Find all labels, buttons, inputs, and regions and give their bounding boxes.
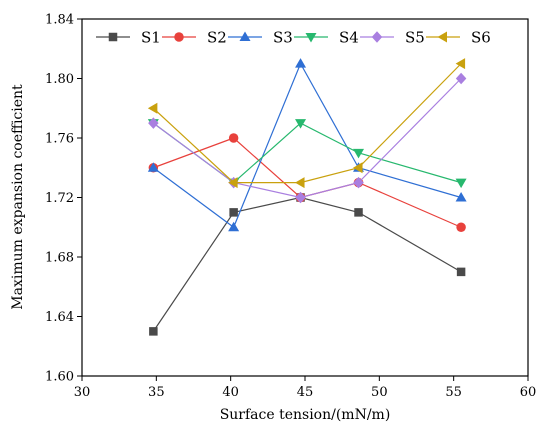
data-point-s3 xyxy=(295,58,307,68)
series-s3 xyxy=(147,58,467,232)
series-line-s1 xyxy=(152,196,462,332)
y-tick-label: 1.64 xyxy=(45,310,74,325)
data-point-s5 xyxy=(353,176,364,189)
data-point-s1 xyxy=(456,267,466,277)
series-s4 xyxy=(147,119,467,189)
series-line-s6 xyxy=(152,63,462,184)
legend-item-s4: S4 xyxy=(294,29,359,47)
data-point-s3 xyxy=(147,162,159,172)
data-point-s6 xyxy=(455,58,466,70)
x-tick-label: 50 xyxy=(371,385,388,400)
series-line-s5 xyxy=(153,78,462,199)
x-tick-label: 60 xyxy=(520,385,537,400)
legend-label: S6 xyxy=(471,29,491,47)
data-point-s4 xyxy=(455,178,467,189)
series-s1 xyxy=(149,193,466,336)
y-tick-label: 1.60 xyxy=(45,370,74,385)
y-tick-label: 1.68 xyxy=(45,251,74,266)
y-tick-label: 1.76 xyxy=(45,132,74,147)
x-tick-label: 30 xyxy=(74,385,91,400)
y-tick-label: 1.80 xyxy=(45,72,74,87)
legend-label: S4 xyxy=(339,29,359,47)
legend-marker xyxy=(305,33,317,43)
legend-item-s1: S1 xyxy=(96,29,161,47)
data-point-s5 xyxy=(295,191,306,204)
x-axis-title: Surface tension/(mN/m) xyxy=(220,407,391,423)
data-point-s5 xyxy=(455,72,467,85)
y-tick-label: 1.72 xyxy=(45,191,74,206)
legend-marker xyxy=(174,32,184,42)
legend-label: S1 xyxy=(141,29,161,47)
legend-marker xyxy=(108,32,118,42)
legend-marker xyxy=(437,31,447,43)
data-point-s3 xyxy=(228,221,240,232)
x-tick-label: 35 xyxy=(148,385,165,400)
series-s5 xyxy=(148,72,467,204)
x-tick-label: 45 xyxy=(297,385,314,400)
legend-marker xyxy=(371,31,383,43)
legend-label: S5 xyxy=(405,29,425,47)
data-point-s6 xyxy=(295,177,305,189)
y-tick-label: 1.84 xyxy=(45,13,74,28)
x-tick-label: 40 xyxy=(222,385,239,400)
series-line-s4 xyxy=(153,122,462,184)
data-point-s2 xyxy=(228,133,239,143)
series-s6 xyxy=(147,58,466,189)
data-point-s6 xyxy=(353,162,363,174)
legend-label: S2 xyxy=(207,29,227,47)
y-axis-title: Maximum expansion coefficient xyxy=(10,84,26,310)
legend: S1 S2 S3 S4 S5 S6 xyxy=(96,29,491,47)
data-point-s1 xyxy=(229,208,238,217)
series-line-s3 xyxy=(153,62,462,229)
data-point-s2 xyxy=(456,222,466,232)
legend-label: S3 xyxy=(273,29,293,47)
data-point-s6 xyxy=(147,102,158,114)
legend-item-s3: S3 xyxy=(228,29,293,47)
y-axis: 1.60 1.64 1.68 1.72 1.76 1.80 1.84 xyxy=(45,13,82,385)
data-point-s5 xyxy=(148,117,159,129)
data-point-s3 xyxy=(455,192,467,202)
legend-marker xyxy=(239,31,251,41)
data-point-s4 xyxy=(295,119,307,129)
data-point-s1 xyxy=(149,327,158,336)
data-point-s1 xyxy=(354,208,363,217)
data-point-s6 xyxy=(228,177,238,189)
legend-item-s6: S6 xyxy=(426,29,491,47)
data-point-s4 xyxy=(353,148,365,159)
series-layer xyxy=(147,58,467,336)
x-axis: 30 35 40 45 50 55 60 xyxy=(74,376,537,400)
legend-item-s2: S2 xyxy=(162,29,227,47)
x-tick-label: 55 xyxy=(445,385,462,400)
legend-item-s5: S5 xyxy=(360,29,425,47)
